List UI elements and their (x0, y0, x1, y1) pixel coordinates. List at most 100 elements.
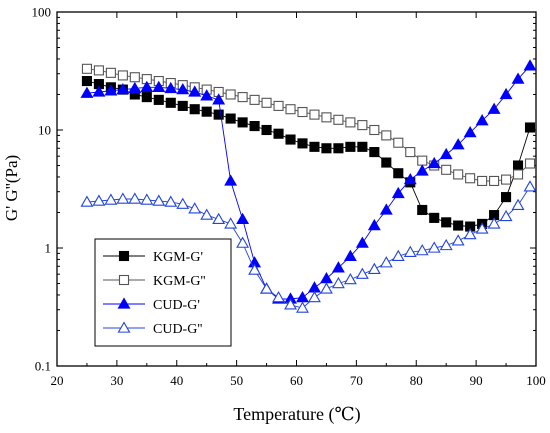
data-point (285, 134, 296, 145)
data-point (367, 262, 381, 274)
data-point (152, 194, 166, 206)
y-axis-label: G' G''(Pa) (2, 155, 21, 221)
data-point (249, 94, 260, 105)
data-point (367, 218, 381, 231)
data-point (261, 97, 272, 108)
data-point (225, 89, 236, 100)
x-tick-label: 80 (410, 373, 423, 388)
data-point (80, 195, 94, 207)
data-point (379, 203, 393, 215)
data-point (499, 209, 513, 222)
data-point (188, 85, 202, 97)
data-point (357, 141, 368, 152)
data-point (164, 195, 178, 207)
legend-marker (118, 250, 130, 262)
data-point (140, 193, 154, 205)
data-point (415, 244, 429, 256)
data-point (261, 124, 272, 136)
data-point (152, 80, 166, 92)
y-tick-label: 10 (38, 123, 51, 138)
data-point (357, 120, 368, 131)
data-point (333, 143, 344, 154)
data-point (309, 141, 320, 152)
data-point (189, 104, 200, 115)
legend-marker (117, 321, 131, 333)
data-point (309, 109, 320, 120)
data-point (81, 63, 92, 74)
data-point (176, 197, 190, 209)
data-point (212, 212, 226, 224)
data-point (451, 234, 465, 246)
data-point (248, 263, 262, 275)
data-point (439, 238, 453, 251)
data-point (200, 89, 214, 101)
data-point (164, 81, 178, 94)
legend: KGM-G' KGM-G'' CUD-G' CUD-G'' (94, 238, 232, 347)
legend-label: CUD-G' (153, 298, 200, 313)
data-point (475, 114, 489, 126)
data-point (511, 198, 525, 210)
data-point (284, 298, 297, 310)
data-point (333, 114, 344, 125)
data-point (393, 137, 404, 148)
data-point (465, 173, 476, 184)
legend-label: KGM-G'' (153, 274, 206, 289)
data-point (92, 85, 106, 97)
legend-marker (118, 274, 130, 286)
x-axis: 20 30 40 50 60 70 80 90 100 (51, 12, 546, 388)
series-3 (80, 59, 537, 304)
x-tick-label: 70 (350, 373, 363, 388)
series-4 (80, 180, 537, 313)
data-point (453, 220, 464, 231)
data-point (417, 155, 428, 166)
data-point (93, 65, 104, 76)
data-point (511, 72, 525, 84)
data-point (391, 249, 405, 262)
data-point (236, 212, 250, 224)
data-point (116, 82, 130, 95)
data-point (487, 217, 501, 229)
series-2 (81, 63, 536, 187)
data-point (499, 87, 513, 100)
data-point (308, 281, 321, 293)
data-point (297, 138, 308, 149)
data-point (177, 100, 188, 111)
data-point (237, 92, 248, 103)
series-1 (81, 75, 536, 232)
data-point (176, 82, 190, 95)
data-point (345, 117, 356, 128)
data-point (427, 241, 441, 253)
data-point (296, 290, 309, 303)
data-point (297, 106, 308, 118)
data-point (429, 212, 440, 223)
data-point (524, 122, 536, 133)
data-point (117, 70, 128, 81)
data-point (427, 156, 441, 169)
data-point (225, 113, 236, 124)
data-point (321, 112, 332, 123)
data-point (224, 217, 238, 229)
data-point (153, 94, 164, 105)
data-point (296, 301, 309, 313)
data-point (224, 174, 238, 186)
data-point (512, 160, 524, 171)
y-axis: 0.1 1 10 100 (32, 5, 536, 374)
data-point (415, 164, 429, 176)
legend-label: KGM-G' (153, 250, 203, 265)
y-tick-label: 100 (32, 5, 52, 20)
data-point (463, 227, 477, 240)
data-point (441, 217, 452, 228)
data-point (441, 164, 452, 175)
data-point (331, 261, 345, 273)
data-point (369, 147, 380, 158)
data-point (403, 245, 417, 257)
data-point (501, 192, 512, 203)
legend-marker (117, 297, 131, 309)
data-point (345, 141, 356, 152)
data-point (80, 86, 94, 98)
data-point (405, 147, 416, 158)
series-layer (80, 59, 537, 313)
data-point (200, 208, 214, 220)
data-point (308, 290, 321, 303)
